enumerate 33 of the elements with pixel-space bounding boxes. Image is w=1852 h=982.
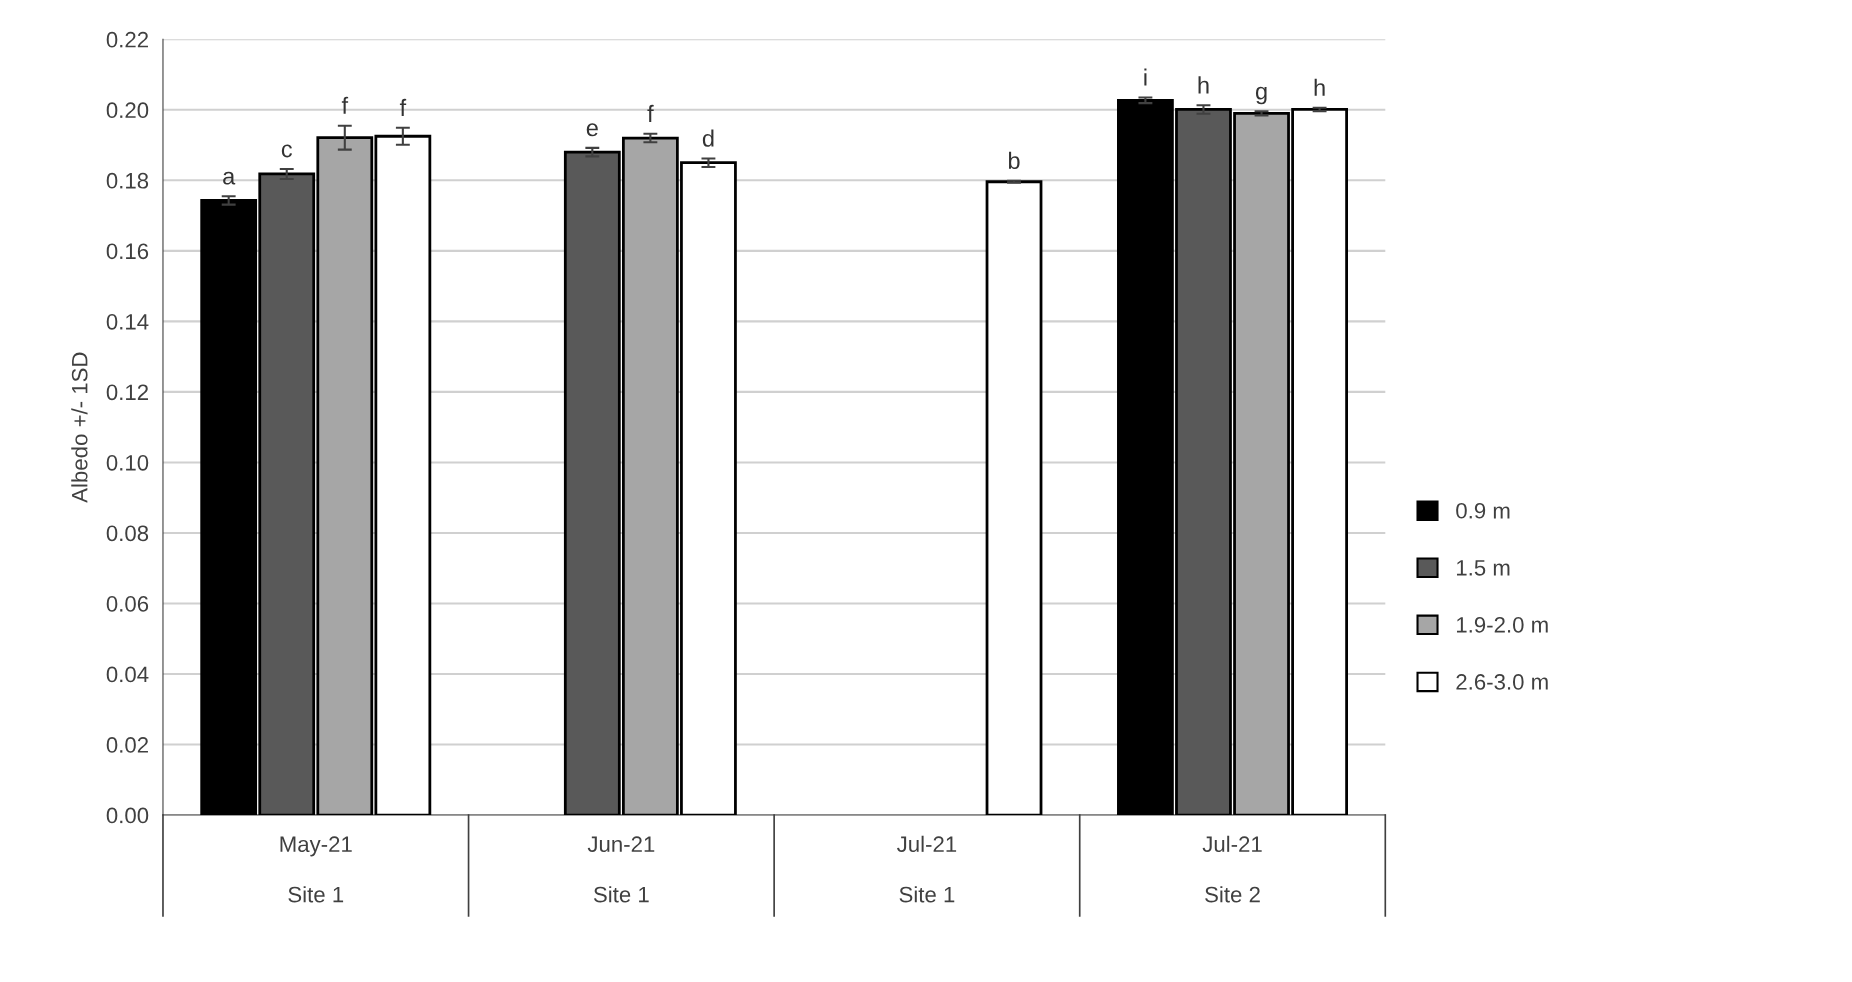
- category-label: Jul-21 Site 2: [1202, 835, 1262, 903]
- data-label: c: [281, 144, 293, 158]
- legend-label: 1.9-2.0 m: [1456, 616, 1548, 633]
- category-label: May-21 Site 1: [280, 836, 352, 903]
- y-tick-label: 0.18: [106, 172, 149, 189]
- y-tick-label: 0.12: [106, 384, 148, 401]
- y-tick-label: 0.22: [106, 31, 148, 48]
- data-label: f: [399, 98, 407, 116]
- data-label: i: [1144, 68, 1147, 86]
- data-label: f: [341, 96, 349, 114]
- data-label: h: [1198, 76, 1209, 94]
- y-tick-label: 0.00: [106, 807, 149, 824]
- y-tick-label: 0.08: [106, 525, 149, 542]
- category-label: Jun-21 Site 1: [587, 836, 655, 903]
- y-tick-label: 0.10: [106, 454, 149, 471]
- y-axis-title: Albedo +/- 1SD: [71, 352, 88, 503]
- y-tick-label: 0.02: [106, 737, 148, 753]
- data-label: d: [702, 129, 714, 147]
- y-tick-label: 0.20: [106, 102, 149, 119]
- category-label: Jul-21 Site 1: [897, 835, 957, 903]
- data-label: f: [647, 104, 654, 122]
- legend-label: 1.5 m: [1456, 560, 1510, 576]
- data-label: h: [1314, 78, 1325, 96]
- data-label: a: [223, 171, 236, 185]
- data-label: g: [1255, 86, 1267, 105]
- legend-label: 0.9 m: [1456, 502, 1510, 519]
- data-label: b: [1008, 151, 1020, 170]
- y-tick-label: 0.14: [106, 313, 149, 330]
- y-tick-label: 0.16: [106, 243, 149, 260]
- y-tick-label: 0.06: [106, 596, 149, 612]
- y-tick-label: 0.04: [106, 666, 149, 683]
- data-label: e: [586, 123, 598, 137]
- legend-label: 2.6-3.0 m: [1456, 674, 1548, 690]
